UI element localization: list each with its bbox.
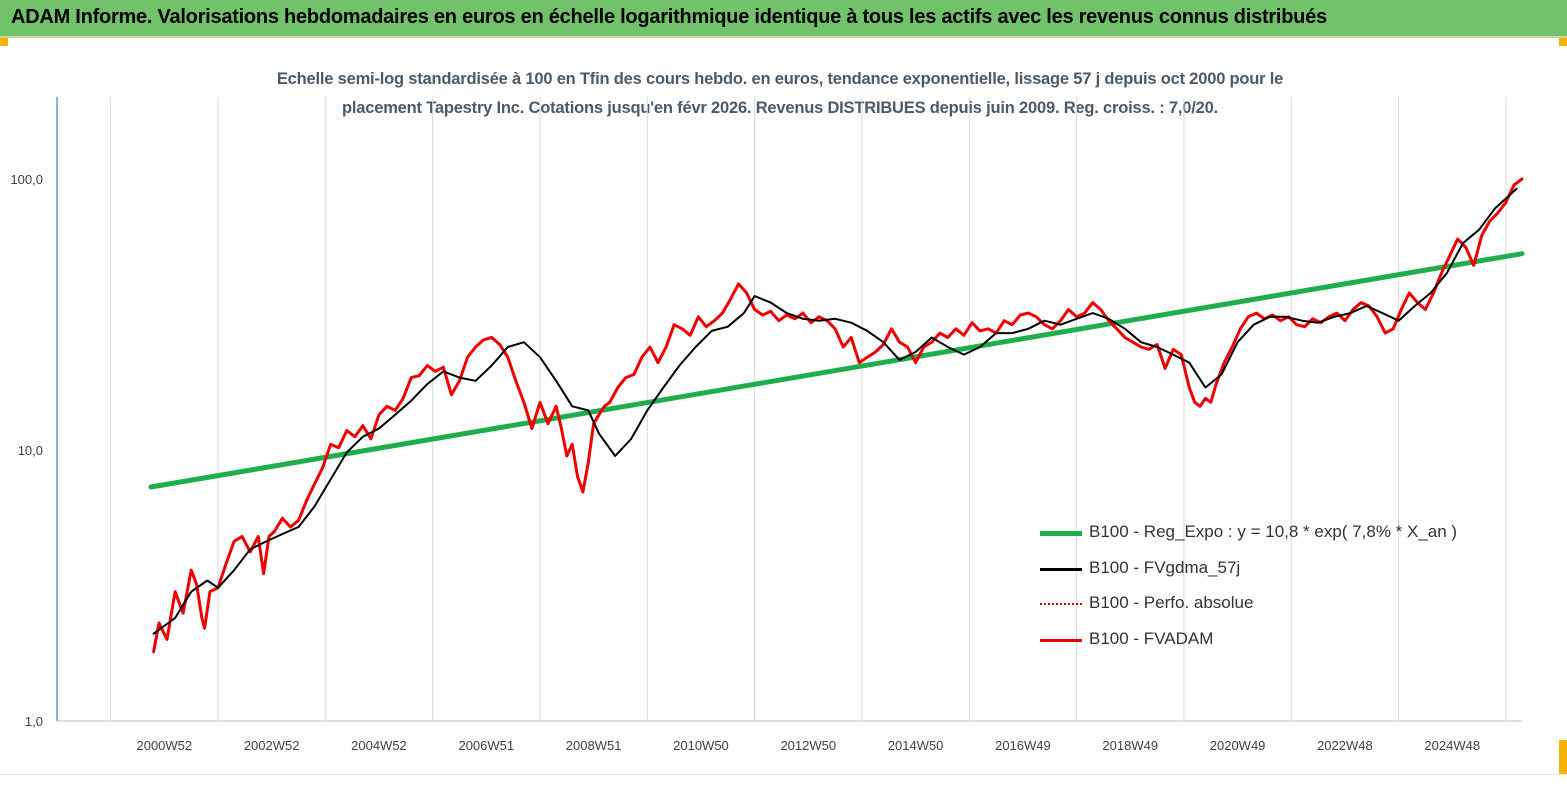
y-tick-label: 1,0 [25, 714, 43, 729]
x-tick-label: 2024W48 [1424, 738, 1480, 753]
x-tick-label: 2016W49 [995, 738, 1051, 753]
series-line-3 [152, 177, 1524, 654]
legend-swatch [1040, 639, 1082, 642]
x-tick-label: 2014W50 [888, 738, 944, 753]
corner-marker-top-right [1559, 38, 1567, 46]
x-tick-label: 2002W52 [244, 738, 300, 753]
y-tick-label: 100,0 [10, 172, 43, 187]
legend-label: B100 - Perfo. absolue [1089, 593, 1254, 612]
series-line-0 [148, 251, 1525, 490]
x-tick-label: 2006W51 [458, 738, 514, 753]
chart-title-line-2: placement Tapestry Inc. Cotations jusqu'… [342, 99, 1218, 117]
corner-marker-top-left [0, 38, 8, 46]
x-tick-label: 2004W52 [351, 738, 407, 753]
x-tick-label: 2010W50 [673, 738, 729, 753]
bottom-strip [0, 774, 1567, 791]
x-tick-label: 2018W49 [1102, 738, 1158, 753]
legend-swatch [1040, 568, 1082, 571]
chart-title-line-1: Echelle semi-log standardisée à 100 en T… [276, 70, 1284, 88]
legend-label: B100 - FVgdma_57j [1089, 558, 1241, 577]
legend-label: B100 - FVADAM [1089, 629, 1214, 648]
x-tick-label: 2022W48 [1317, 738, 1373, 753]
banner-title: ADAM Informe. Valorisations hebdomadaire… [11, 6, 1327, 28]
x-tick-label: 2008W51 [566, 738, 622, 753]
y-tick-label: 10,0 [18, 443, 43, 458]
legend-label: B100 - Reg_Expo : y = 10,8 * exp( 7,8% *… [1089, 522, 1458, 541]
corner-marker-bottom-right [1559, 740, 1567, 780]
banner: ADAM Informe. Valorisations hebdomadaire… [0, 0, 1567, 38]
x-tick-label: 2020W49 [1210, 738, 1266, 753]
legend-swatch [1040, 603, 1082, 605]
x-tick-label: 2012W50 [780, 738, 836, 753]
legend-swatch [1040, 531, 1082, 536]
x-tick-label: 2000W52 [136, 738, 192, 753]
series-line-1 [152, 187, 1518, 635]
